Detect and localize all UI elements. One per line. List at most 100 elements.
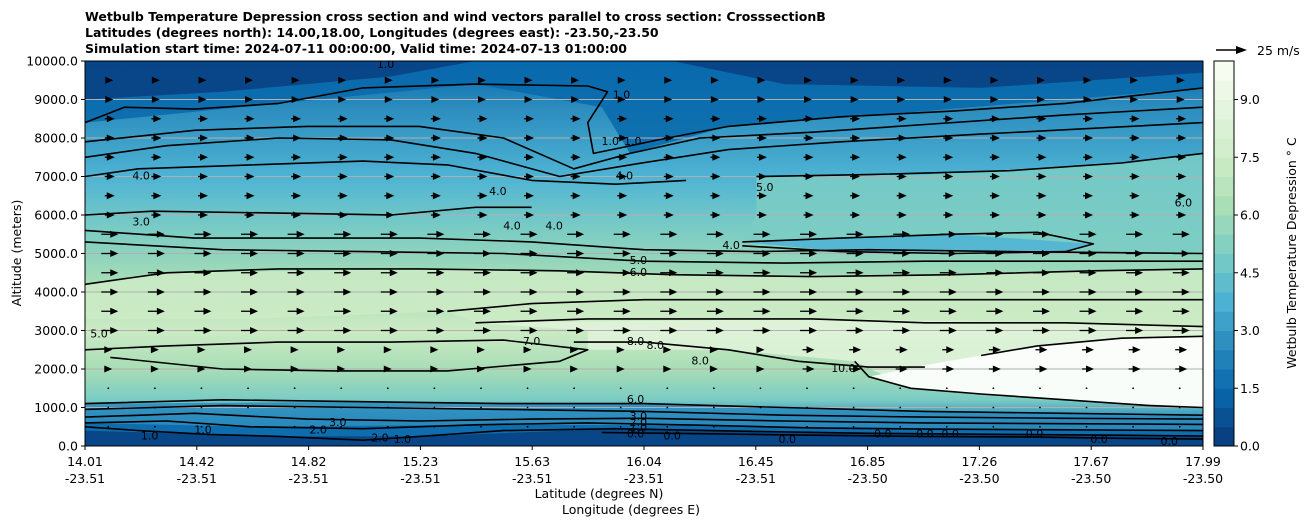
wind-vector-head xyxy=(572,173,581,180)
wind-vector-head xyxy=(948,250,957,257)
wind-vector-head xyxy=(482,307,491,315)
colorbar-band xyxy=(1214,61,1234,81)
wind-vector xyxy=(386,387,389,390)
wind-vectors xyxy=(101,76,1190,428)
wind-vector-head xyxy=(617,76,626,84)
wind-vector-head xyxy=(809,230,818,238)
contour-line xyxy=(447,298,1203,313)
contour-label: 8.0 xyxy=(691,354,709,367)
colorbar-band xyxy=(1214,311,1234,331)
colorbar-label: Wetbulb Temperature Depression ° C xyxy=(1284,137,1299,369)
contour-line xyxy=(85,404,1203,420)
x-tick-label-longitude: -23.50 xyxy=(959,471,999,486)
wind-vector-head xyxy=(150,346,159,354)
wind-vector-head xyxy=(898,115,907,123)
wind-vector-head xyxy=(991,134,1000,142)
colorbar-band xyxy=(1214,292,1234,312)
wind-vector-head xyxy=(1178,173,1187,180)
wind-vector xyxy=(247,406,249,409)
x-tick-label-latitude: 14.42 xyxy=(179,454,215,469)
wind-vector-head xyxy=(1131,173,1140,180)
wind-vector-head xyxy=(203,269,212,277)
colorbar-tick-label: 9.0 xyxy=(1240,92,1260,107)
wind-vector-head xyxy=(757,76,766,84)
wind-vector xyxy=(247,387,249,390)
plot-area: 1.01.01.0 1.04.04.04.05.06.03.0 4.0 4.04.05… xyxy=(85,61,1203,446)
wind-vector-head xyxy=(665,153,674,161)
wind-vector xyxy=(340,406,343,409)
colorbar-band xyxy=(1214,118,1234,139)
wind-vector xyxy=(293,387,296,390)
wind-vector xyxy=(200,406,203,409)
wind-vector-head xyxy=(622,288,631,296)
contour-label: 1.0 xyxy=(602,135,620,148)
contour-label: 5.0 xyxy=(756,181,774,194)
colorbar-band xyxy=(1214,138,1234,158)
colorbar-band xyxy=(1214,215,1234,235)
contour-label: 7.0 xyxy=(523,335,541,348)
x-tick-label-longitude: -23.51 xyxy=(400,471,440,486)
wind-vector-head xyxy=(106,153,115,161)
contour-label: 4.0 xyxy=(722,239,740,252)
wind-vector-head xyxy=(1083,96,1092,103)
wind-vector xyxy=(759,425,762,428)
wind-vector-head xyxy=(1085,173,1094,180)
wind-vector xyxy=(1178,406,1181,409)
contour-label: 6.0 xyxy=(1175,196,1193,209)
wind-vector-head xyxy=(291,76,300,84)
wind-vector-head xyxy=(902,230,911,238)
wind-vector-head xyxy=(1083,76,1092,84)
wind-vector xyxy=(153,406,156,409)
wind-vector-head xyxy=(902,288,911,296)
contour-line xyxy=(573,341,925,368)
wind-vector-head xyxy=(386,153,395,161)
colorbar-band xyxy=(1214,369,1234,389)
wind-vector xyxy=(1132,425,1135,428)
wind-vector-head xyxy=(246,115,255,123)
wind-vector-head xyxy=(244,346,253,354)
wind-vector-head xyxy=(902,327,911,334)
wind-vector-head xyxy=(110,230,119,238)
wind-vector-head xyxy=(762,327,771,334)
wind-vector xyxy=(806,387,808,390)
colorbar-band xyxy=(1214,349,1234,370)
wind-vector-head xyxy=(389,250,398,257)
wind-vector-head xyxy=(805,153,814,161)
wind-vector-head xyxy=(902,250,911,257)
contour-label: 0.0 xyxy=(627,427,645,440)
wind-vector-head xyxy=(250,269,259,277)
wind-vector-head xyxy=(806,365,815,373)
chart-title-line1: Wetbulb Temperature Depression cross sec… xyxy=(85,9,826,24)
wind-vector-head xyxy=(203,288,212,296)
colorbar-band xyxy=(1214,407,1234,428)
contour-fill-region xyxy=(85,428,1203,446)
wind-vector-head xyxy=(664,96,673,103)
wind-vector-head xyxy=(104,346,113,354)
wind-vector-head xyxy=(529,250,538,257)
wind-vector-head xyxy=(576,307,585,315)
wind-vector-head xyxy=(1085,115,1094,123)
wind-vector-head xyxy=(850,96,859,103)
wind-vector-head xyxy=(293,192,302,200)
wind-vector xyxy=(666,387,669,390)
wind-vector-head xyxy=(106,134,115,142)
wind-vector-head xyxy=(619,173,628,180)
wind-vector-head xyxy=(1132,346,1141,354)
x-tick-label-longitude: -23.50 xyxy=(1071,471,1111,486)
wind-vector-head xyxy=(1181,269,1190,277)
contour-label: 1.0 xyxy=(194,424,212,437)
wind-vector-head xyxy=(945,134,954,142)
wind-vector xyxy=(1085,406,1088,409)
wind-vector-head xyxy=(343,250,352,257)
wind-vector-head xyxy=(389,230,398,238)
wind-vector-head xyxy=(337,365,346,373)
contour-line xyxy=(85,426,1203,441)
wind-vector xyxy=(852,406,855,409)
wind-vector-head xyxy=(529,230,538,238)
wind-vector xyxy=(712,387,715,390)
wind-vector-head xyxy=(762,230,771,238)
wind-vector-head xyxy=(526,153,535,161)
wind-vector-head xyxy=(343,269,352,277)
wind-vector xyxy=(526,387,529,390)
wind-vector-head xyxy=(250,230,259,238)
